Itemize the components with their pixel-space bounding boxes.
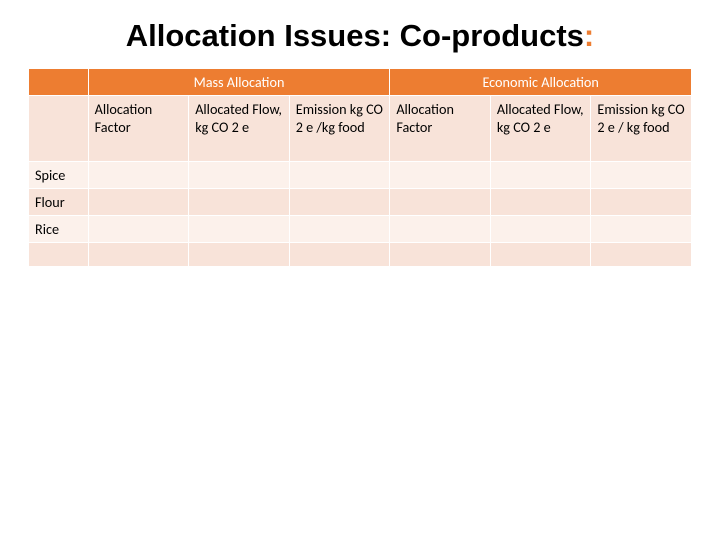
title-main: Allocation Issues: Co-products — [126, 18, 584, 53]
sub-header-blank — [29, 96, 89, 162]
table-cell — [490, 189, 591, 216]
table-cell — [390, 216, 491, 243]
table-cell — [88, 243, 189, 267]
table-cell — [88, 216, 189, 243]
table-cell — [390, 243, 491, 267]
table-cell — [490, 243, 591, 267]
table-row: Spice — [29, 162, 692, 189]
row-label — [29, 243, 89, 267]
table-cell — [189, 216, 290, 243]
sub-header-cell: Allocation Factor — [390, 96, 491, 162]
table-row — [29, 243, 692, 267]
group-header-mass: Mass Allocation — [88, 69, 390, 96]
table-cell — [289, 189, 390, 216]
table-cell — [490, 162, 591, 189]
table-cell — [189, 162, 290, 189]
sub-header-cell: Allocated Flow, kg CO 2 e — [189, 96, 290, 162]
table-cell — [591, 189, 692, 216]
page-title: Allocation Issues: Co-products: — [28, 18, 692, 54]
table-cell — [189, 189, 290, 216]
group-header-economic: Economic Allocation — [390, 69, 692, 96]
table-cell — [390, 162, 491, 189]
sub-header-cell: Allocation Factor — [88, 96, 189, 162]
table-cell — [189, 243, 290, 267]
sub-header-cell: Emission kg CO 2 e / kg food — [591, 96, 692, 162]
sub-header-cell: Allocated Flow, kg CO 2 e — [490, 96, 591, 162]
sub-header-cell: Emission kg CO 2 e /kg food — [289, 96, 390, 162]
row-label: Spice — [29, 162, 89, 189]
table-cell — [88, 162, 189, 189]
table-row: Flour — [29, 189, 692, 216]
table-cell — [289, 243, 390, 267]
table-group-header-row: Mass Allocation Economic Allocation — [29, 69, 692, 96]
group-header-blank — [29, 69, 89, 96]
table-sub-header-row: Allocation Factor Allocated Flow, kg CO … — [29, 96, 692, 162]
title-colon: : — [584, 18, 594, 53]
row-label: Flour — [29, 189, 89, 216]
allocation-table: Mass Allocation Economic Allocation Allo… — [28, 68, 692, 267]
table-row: Rice — [29, 216, 692, 243]
table-cell — [390, 189, 491, 216]
table-cell — [88, 189, 189, 216]
table-cell — [289, 162, 390, 189]
slide-container: Allocation Issues: Co-products: Mass All… — [0, 0, 720, 285]
table-cell — [591, 243, 692, 267]
table-cell — [490, 216, 591, 243]
table-cell — [591, 216, 692, 243]
table-cell — [591, 162, 692, 189]
row-label: Rice — [29, 216, 89, 243]
table-cell — [289, 216, 390, 243]
